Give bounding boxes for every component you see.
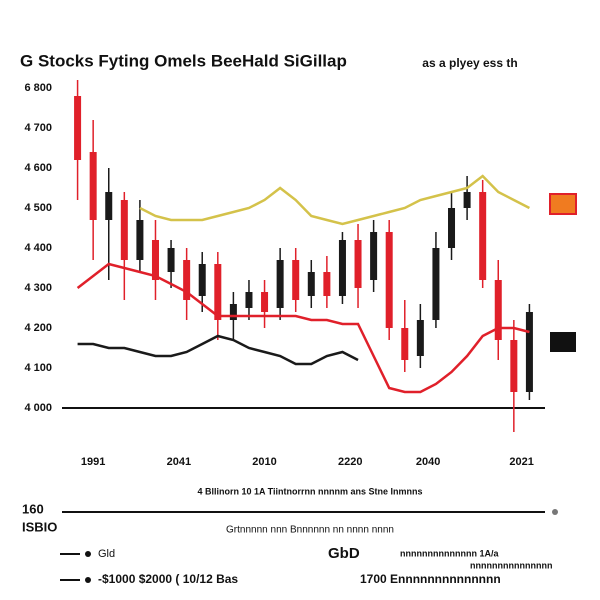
candle-body xyxy=(120,200,128,260)
candle-body xyxy=(89,152,97,220)
y-tick-label: 4 200 xyxy=(24,322,52,334)
y-tick-label: 4 400 xyxy=(24,242,52,254)
candle-body xyxy=(151,240,159,280)
candle-body xyxy=(276,260,284,308)
x-tick-label: 2041 xyxy=(167,456,191,468)
candle-body xyxy=(338,240,346,296)
x-tick-label: 2021 xyxy=(509,456,533,468)
candle-body xyxy=(105,192,113,220)
candle-body xyxy=(261,292,269,312)
chart-title: G Stocks Fyting Omels BeeHald SiGillap xyxy=(20,51,347,70)
y-tick-label: 4 700 xyxy=(24,122,52,134)
footer-text: ISBIO xyxy=(22,519,57,534)
candle-body xyxy=(401,328,409,360)
y-tick-label: 4 100 xyxy=(24,362,52,374)
candle-body xyxy=(245,292,253,308)
legend-note: nnnnnnnnnnnnnn 1A/a xyxy=(400,548,499,558)
candle-body xyxy=(370,232,378,280)
candle-body xyxy=(510,340,518,392)
x-tick-label: 2220 xyxy=(338,456,362,468)
candle-body xyxy=(463,192,471,208)
legend-note: nnnnnnnnnnnnnnn xyxy=(470,560,552,570)
y-tick-label: 4 600 xyxy=(24,162,52,174)
candle-body xyxy=(229,304,237,320)
candle-body xyxy=(167,248,175,272)
footer-text: 160 xyxy=(22,501,44,516)
line-series xyxy=(139,174,530,226)
candle-body xyxy=(307,272,315,296)
candle-body xyxy=(494,280,502,340)
candle-body xyxy=(448,208,456,248)
legend-label: GbD xyxy=(328,545,360,562)
candle-body xyxy=(323,272,331,296)
x-tick-label: 2040 xyxy=(416,456,440,468)
y-tick-label: 4 000 xyxy=(24,402,52,414)
candle-body xyxy=(432,248,440,320)
candle-body xyxy=(525,312,533,392)
candle-body xyxy=(416,320,424,356)
candle-body xyxy=(136,220,144,260)
candle-body xyxy=(74,96,82,160)
legend-label: 1700 Ennnnnnnnnnnnnn xyxy=(360,572,501,586)
candle-body xyxy=(292,260,300,300)
candle-body xyxy=(479,192,487,280)
candle-body xyxy=(385,232,393,328)
divider-end xyxy=(552,509,558,515)
y-tick-label: 4 500 xyxy=(24,202,52,214)
candle-body xyxy=(214,264,222,320)
caption: Grtnnnnn nnn Bnnnnnn nn nnnn nnnn xyxy=(226,525,394,536)
legend-label: -$1000 $2000 ( 10/12 Bas xyxy=(98,572,238,586)
candle-body xyxy=(198,264,206,296)
x-tick-label: 2010 xyxy=(252,456,276,468)
annotation: 4 Bllinorn 10 1A Tiintnorrnn nnnnm ans S… xyxy=(197,486,422,496)
x-tick-label: 1991 xyxy=(81,456,105,468)
candle-body xyxy=(354,240,362,288)
line-series xyxy=(77,334,359,366)
line-series xyxy=(76,262,530,394)
candle-body xyxy=(183,260,191,300)
marker-box xyxy=(550,332,576,352)
legend-dot xyxy=(85,551,91,557)
marker-box xyxy=(549,193,577,215)
y-tick-label: 6 800 xyxy=(24,82,52,94)
legend-label: Gld xyxy=(98,548,115,560)
legend-dot xyxy=(85,577,91,583)
y-tick-label: 4 300 xyxy=(24,282,52,294)
chart-subtitle: as a plyey ess th xyxy=(422,56,517,70)
